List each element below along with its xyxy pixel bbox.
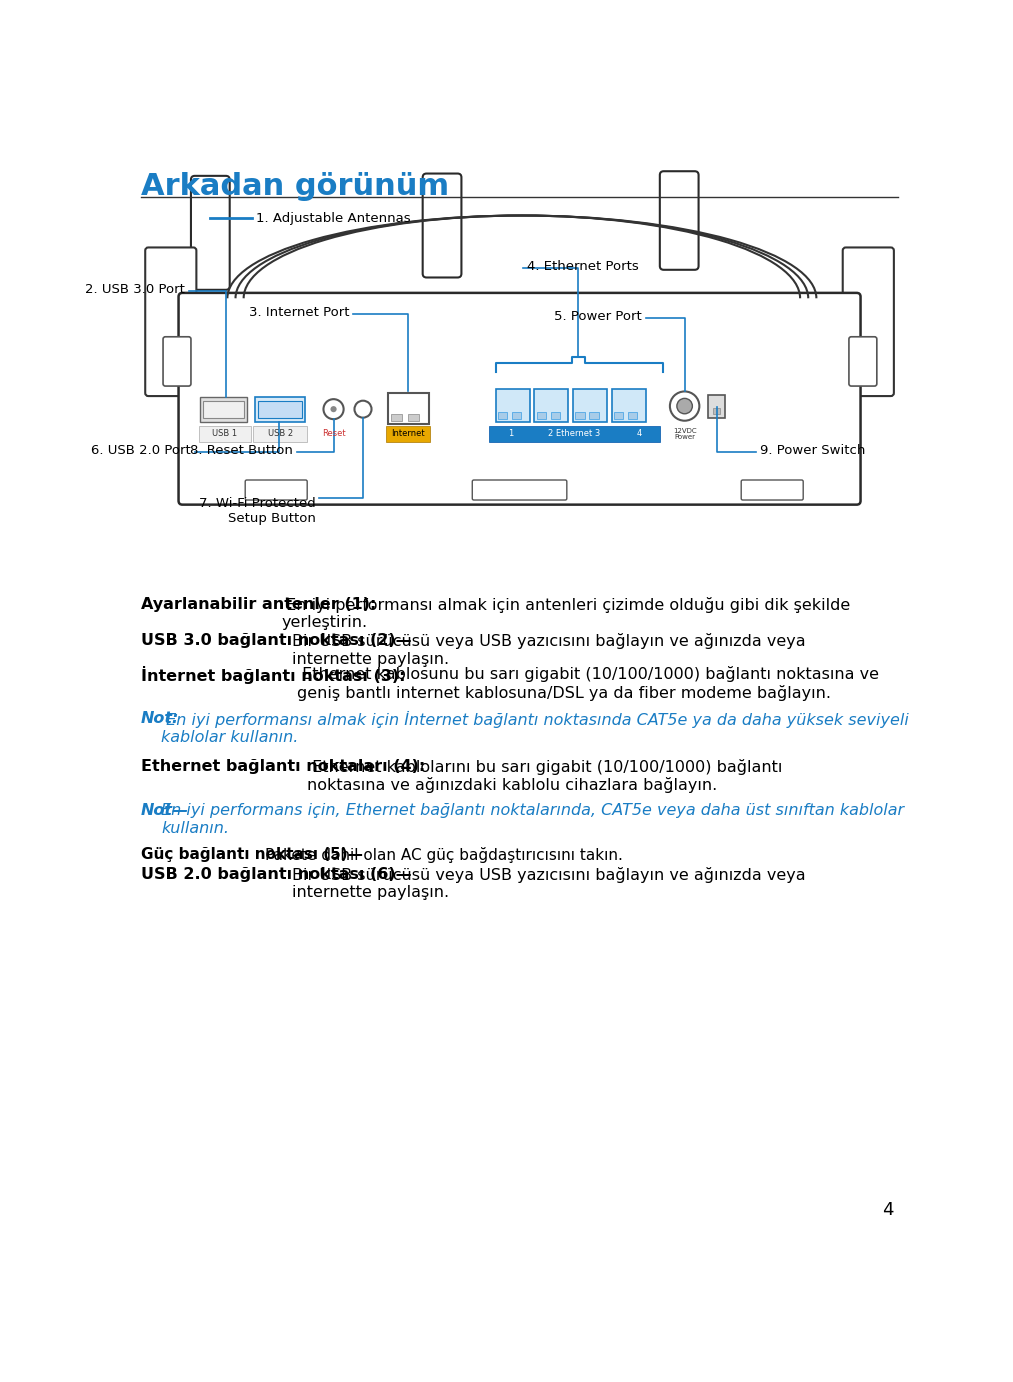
Text: 4. Ethernet Ports: 4. Ethernet Ports — [528, 260, 639, 274]
FancyBboxPatch shape — [163, 337, 190, 386]
Bar — [199, 426, 251, 441]
Text: En iyi performansı almak için İnternet bağlantı noktasında CAT5e ya da daha yüks: En iyi performansı almak için İnternet b… — [161, 710, 910, 745]
Bar — [590, 412, 599, 419]
Text: En iyi performans için, Ethernet bağlantı noktalarında, CAT5e veya daha üst sını: En iyi performans için, Ethernet bağlant… — [161, 803, 905, 836]
Text: Bir USB sürücüsü veya USB yazıcısını bağlayın ve ağınızda veya
internette paylaş: Bir USB sürücüsü veya USB yazıcısını bağ… — [292, 633, 805, 666]
Text: 5. Power Port: 5. Power Port — [554, 311, 642, 323]
Bar — [512, 412, 521, 419]
Circle shape — [330, 406, 336, 412]
Bar — [614, 412, 623, 419]
Text: Ayarlanabilir antenler (1):: Ayarlanabilir antenler (1): — [141, 597, 376, 612]
Text: Arkadan görünüm: Arkadan görünüm — [141, 171, 449, 200]
Bar — [537, 412, 546, 419]
FancyBboxPatch shape — [245, 480, 307, 500]
FancyBboxPatch shape — [190, 176, 230, 290]
Text: Pakete dahil olan AC güç bağdaştırıcısını takın.: Pakete dahil olan AC güç bağdaştırıcısın… — [265, 847, 623, 864]
Bar — [612, 390, 646, 423]
Text: 9. Power Switch: 9. Power Switch — [760, 444, 865, 457]
FancyBboxPatch shape — [178, 293, 861, 504]
Text: 8. Reset Button: 8. Reset Button — [190, 444, 293, 457]
Bar — [489, 426, 659, 441]
Text: Not:: Not: — [141, 710, 179, 726]
Circle shape — [323, 399, 343, 419]
Bar — [573, 390, 607, 423]
Text: İnternet bağlantı noktası (3):: İnternet bağlantı noktası (3): — [141, 666, 405, 684]
Text: Ethernet bağlantı noktaları (4):: Ethernet bağlantı noktaları (4): — [141, 759, 424, 774]
Bar — [495, 390, 530, 423]
Text: USB 1: USB 1 — [213, 430, 238, 438]
FancyBboxPatch shape — [422, 174, 462, 278]
Text: 6. USB 2.0 Port: 6. USB 2.0 Port — [91, 444, 190, 457]
Bar — [253, 426, 307, 441]
FancyBboxPatch shape — [849, 337, 877, 386]
Text: 1. Adjustable Antennas: 1. Adjustable Antennas — [256, 211, 410, 225]
Text: 3. Internet Port: 3. Internet Port — [249, 307, 349, 319]
Text: 1: 1 — [508, 430, 513, 438]
Bar — [201, 397, 247, 423]
Circle shape — [670, 391, 699, 420]
Text: Internet: Internet — [391, 430, 424, 438]
FancyBboxPatch shape — [742, 480, 803, 500]
FancyBboxPatch shape — [145, 247, 197, 397]
Text: Reset: Reset — [322, 430, 345, 438]
Text: USB 2: USB 2 — [267, 430, 293, 438]
Bar — [712, 408, 720, 413]
Text: Not—: Not— — [141, 803, 188, 818]
Bar — [497, 412, 508, 419]
Text: 2 Ethernet 3: 2 Ethernet 3 — [548, 430, 601, 438]
FancyBboxPatch shape — [843, 247, 893, 397]
Text: 12VDC
Power: 12VDC Power — [673, 427, 697, 439]
Text: Güç bağlantı noktası (5)—: Güç bağlantı noktası (5)— — [141, 847, 363, 862]
Text: USB 2.0 bağlantı noktası (6)—: USB 2.0 bağlantı noktası (6)— — [141, 867, 411, 882]
Bar — [386, 426, 431, 441]
Bar — [575, 412, 585, 419]
Text: 4: 4 — [882, 1201, 893, 1219]
FancyBboxPatch shape — [472, 480, 567, 500]
Bar — [388, 392, 428, 424]
Text: Ethernet kablolarını bu sarı gigabit (10/100/1000) bağlantı
noktasına ve ağınızd: Ethernet kablolarını bu sarı gigabit (10… — [307, 759, 783, 793]
Bar — [534, 390, 568, 423]
Bar — [391, 413, 402, 420]
Text: Ethernet kablosunu bu sarı gigabit (10/100/1000) bağlantı noktasına ve
geniş ban: Ethernet kablosunu bu sarı gigabit (10/1… — [297, 666, 879, 701]
Bar — [708, 395, 725, 419]
Text: Bir USB sürücüsü veya USB yazıcısını bağlayın ve ağınızda veya
internette paylaş: Bir USB sürücüsü veya USB yazıcısını bağ… — [292, 867, 805, 900]
Text: 2. USB 3.0 Port: 2. USB 3.0 Port — [85, 283, 184, 296]
FancyBboxPatch shape — [659, 171, 699, 269]
Bar — [254, 397, 305, 423]
Bar — [408, 413, 418, 420]
Text: 7. Wi-Fi Protected
Setup Button: 7. Wi-Fi Protected Setup Button — [199, 498, 316, 525]
Text: En iyi performansı almak için antenleri çizimde olduğu gibi dik şekilde
yerleşti: En iyi performansı almak için antenleri … — [282, 597, 851, 630]
Text: 4: 4 — [636, 430, 641, 438]
Bar — [628, 412, 637, 419]
Bar — [257, 401, 302, 419]
Circle shape — [355, 401, 372, 417]
Bar — [550, 412, 560, 419]
Circle shape — [677, 398, 692, 413]
Text: USB 3.0 bağlantı noktası (2)—: USB 3.0 bağlantı noktası (2)— — [141, 633, 411, 648]
Bar — [204, 401, 244, 419]
